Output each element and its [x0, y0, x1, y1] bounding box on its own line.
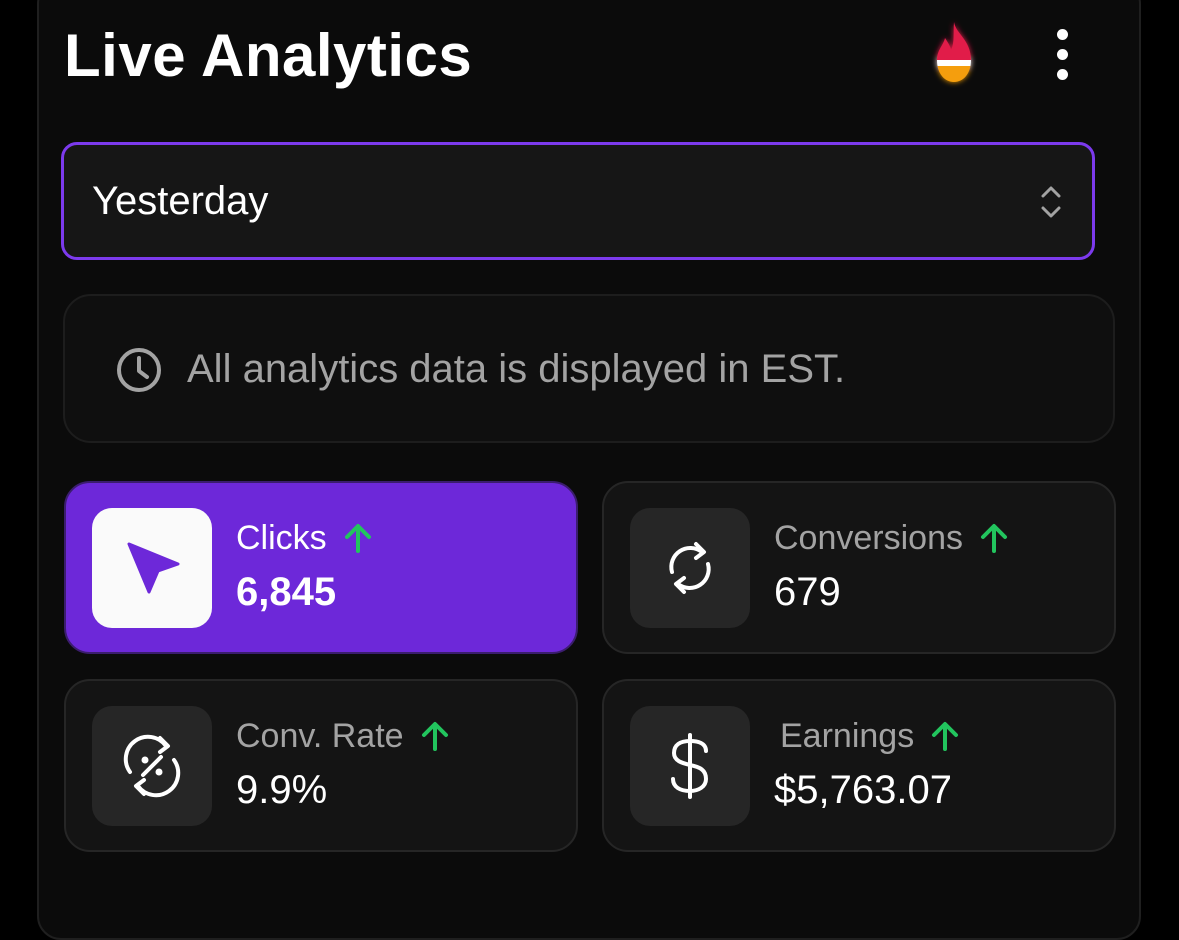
cursor-icon	[127, 542, 180, 594]
trend-up-arrow-icon	[980, 524, 1007, 553]
date-range-select[interactable]: Yesterday	[61, 142, 1095, 260]
more-dot-icon	[1056, 28, 1068, 40]
metric-icon-box	[630, 508, 750, 628]
fire-icon[interactable]	[925, 18, 983, 88]
timezone-notice-text: All analytics data is displayed in EST.	[187, 347, 846, 391]
date-range-value: Yesterday	[92, 179, 269, 223]
timezone-notice: All analytics data is displayed in EST.	[63, 294, 1115, 443]
metric-label: Clicks	[236, 519, 327, 557]
percent-cycle-icon	[123, 734, 181, 798]
chevron-up-down-icon	[1041, 186, 1061, 218]
metric-value: 9.9%	[236, 768, 328, 812]
metric-label-row: Conversions	[774, 517, 1011, 559]
trend-up-arrow-icon	[421, 722, 448, 751]
metric-value: $5,763.07	[774, 768, 952, 812]
metric-label: Conversions	[774, 519, 963, 557]
metric-card-clicks[interactable]: Clicks 6,845	[64, 481, 578, 654]
metric-icon-box	[92, 508, 212, 628]
metric-label-row: Conv. Rate	[236, 715, 452, 757]
metric-label-row: Earnings	[780, 715, 962, 757]
metric-label: Conv. Rate	[236, 717, 404, 755]
refresh-icon	[669, 542, 711, 594]
trend-up-arrow-icon	[932, 722, 959, 751]
metric-label: Earnings	[780, 717, 915, 755]
metric-card-conversions[interactable]: Conversions 679	[602, 481, 1116, 654]
more-dot-icon	[1056, 68, 1068, 80]
metric-value: 6,845	[236, 570, 337, 614]
metric-icon-box	[92, 706, 212, 826]
trend-up-arrow-icon	[344, 524, 371, 553]
metric-label-row: Clicks	[236, 517, 375, 559]
metric-value: 679	[774, 570, 841, 614]
metric-card-conv-rate[interactable]: Conv. Rate 9.9%	[64, 679, 578, 852]
metric-card-earnings[interactable]: Earnings $5,763.07	[602, 679, 1116, 852]
clock-icon	[117, 348, 161, 392]
dollar-icon	[671, 733, 709, 799]
more-dot-icon	[1056, 48, 1068, 60]
page-title: Live Analytics	[64, 22, 473, 89]
more-options-button[interactable]	[1040, 24, 1084, 84]
metric-icon-box	[630, 706, 750, 826]
